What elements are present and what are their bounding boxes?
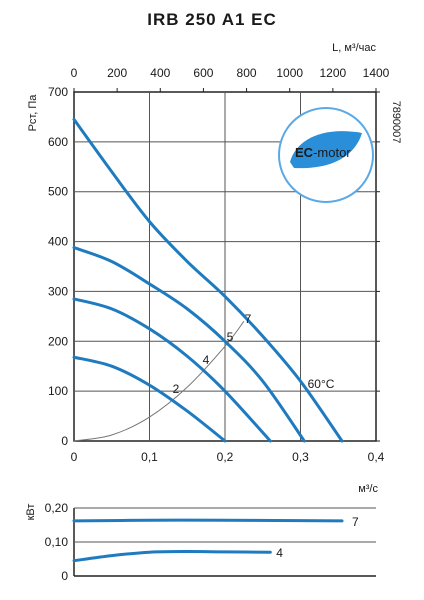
top-tick-label: 600 (193, 66, 213, 80)
curve-labels: 2 4 5 7 60°C (173, 312, 335, 396)
leaf-icon (290, 131, 362, 169)
top-tick-label: 1000 (276, 66, 303, 80)
y-tick-label: 600 (48, 135, 68, 149)
x-tick-label: 0 (71, 450, 78, 464)
power-y-tick-label: 0,20 (45, 501, 69, 515)
pressure-curve-7 (72, 117, 344, 443)
power-curve-label-7: 7 (352, 515, 359, 529)
product-code: 7890007 (390, 101, 402, 144)
top-tick-label: 1200 (320, 66, 347, 80)
pressure-curve-5 (72, 246, 306, 443)
top-tick-label: 400 (150, 66, 170, 80)
power-y-axis-label: кВт (25, 504, 37, 521)
y-tick-label: 300 (48, 284, 68, 298)
temperature-label: 60°C (308, 377, 335, 391)
top-tick-label: 1400 (363, 66, 390, 80)
y-tick-label: 400 (48, 235, 68, 249)
top-axis-label: L, м³/час (332, 42, 376, 54)
y-tick-label: 700 (48, 85, 68, 99)
y-tick-label: 0 (61, 434, 68, 448)
top-tick-label: 0 (71, 66, 78, 80)
badge-text: EC-motor (295, 145, 351, 160)
y-tick-label: 100 (48, 384, 68, 398)
power-ticks: 0 0,10 0,20 (45, 501, 69, 583)
x-tick-label: 0,3 (292, 450, 309, 464)
x-tick-label: 0,1 (141, 450, 158, 464)
main-ticks: 0 0,1 0,2 0,3 0,4 0 200 400 600 800 1000 1200 1400 0 1… (48, 66, 390, 464)
power-y-tick-label: 0 (61, 569, 68, 583)
power-curves: 74 (72, 515, 359, 563)
top-tick-label: 200 (107, 66, 127, 80)
curve-label-5: 5 (227, 330, 234, 344)
x-axis-label: м³/с (358, 483, 378, 495)
pressure-curve-4 (72, 297, 272, 443)
power-curve-4 (72, 550, 272, 563)
chart-title: IRB 250 A1 EC (147, 10, 277, 29)
ec-motor-badge: EC-motor (278, 107, 374, 203)
top-tick-label: 800 (237, 66, 257, 80)
power-grid (73, 507, 376, 577)
y-tick-label: 200 (48, 334, 68, 348)
power-curve-label-4: 4 (276, 546, 283, 560)
pressure-curve-2 (72, 355, 227, 443)
curve-label-7: 7 (245, 312, 252, 326)
power-curve-7 (72, 518, 344, 523)
curve-label-4: 4 (203, 353, 210, 367)
system-curve (73, 321, 245, 442)
x-tick-label: 0,2 (217, 450, 234, 464)
curve-label-2: 2 (173, 382, 180, 396)
x-tick-label: 0,4 (368, 450, 385, 464)
main-curves (72, 117, 344, 443)
power-y-tick-label: 0,10 (45, 535, 69, 549)
y-tick-label: 500 (48, 185, 68, 199)
y-axis-label: Pст, Па (27, 94, 39, 132)
